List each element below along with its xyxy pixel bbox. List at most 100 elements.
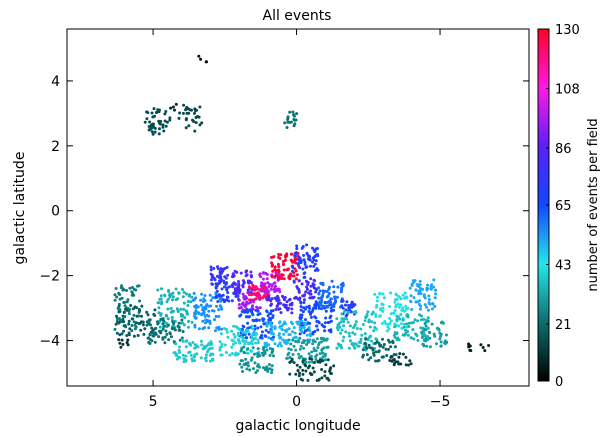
field-28-point	[298, 347, 302, 351]
field-12-point	[234, 295, 238, 298]
field-9-point	[202, 345, 206, 349]
field-10-point	[207, 326, 211, 330]
field-7-point	[156, 301, 160, 305]
field-30-point	[343, 310, 347, 313]
field-9-point	[174, 353, 178, 357]
field-11-point	[219, 278, 223, 281]
field-34-point	[429, 287, 433, 291]
colorbar-tick-label: 108	[555, 83, 580, 98]
field-10-point	[206, 320, 210, 323]
field-11-point	[218, 271, 222, 275]
field-7-point	[182, 301, 186, 305]
field-10-point	[217, 308, 221, 312]
field-27-point	[244, 361, 248, 365]
field-7-point	[181, 295, 185, 299]
field-7-point	[165, 300, 169, 304]
field-38-point	[479, 343, 483, 347]
field-32-point	[400, 322, 403, 326]
field-26-point	[230, 352, 234, 355]
field-7-point	[187, 294, 191, 298]
field-13-point	[249, 270, 253, 274]
field-8-point	[167, 338, 171, 342]
field-27-point	[246, 347, 250, 351]
field-7-point	[175, 307, 179, 311]
field-0-point	[157, 119, 161, 123]
field-36-point	[389, 355, 393, 359]
field-35-point	[439, 340, 443, 344]
field-9-point	[180, 338, 184, 342]
field-26-point	[222, 327, 226, 330]
field-22-point	[298, 332, 302, 336]
field-32-point	[403, 291, 407, 295]
field-26-point	[230, 345, 234, 349]
field-6-point	[153, 308, 157, 312]
field-26-point	[248, 342, 251, 345]
field-31-point	[375, 340, 379, 344]
field-4-point	[294, 118, 298, 122]
field-30-point	[370, 339, 373, 343]
field-27-point	[254, 371, 258, 375]
field-4-point	[288, 120, 292, 124]
field-31-point	[369, 356, 373, 360]
field-17-point	[271, 269, 275, 273]
field-6-point	[145, 310, 149, 314]
field-25-point	[273, 326, 277, 330]
field-9-point	[178, 351, 181, 354]
field-26-point	[250, 342, 254, 346]
field-21-point	[260, 330, 264, 334]
field-30-point	[346, 310, 350, 314]
field-19-point	[302, 253, 306, 257]
field-27-point	[270, 371, 274, 375]
field-19-point	[303, 262, 307, 266]
field-19-point	[299, 261, 303, 264]
field-29-point	[296, 368, 300, 372]
field-17-point	[277, 270, 281, 274]
field-30-point	[356, 344, 360, 348]
field-25-point	[267, 336, 271, 340]
field-35-point	[423, 322, 427, 325]
field-34-point	[428, 302, 432, 306]
field-32-point	[387, 322, 391, 326]
field-17-point	[276, 262, 280, 266]
field-27-point	[249, 358, 253, 362]
field-32-point	[380, 302, 384, 306]
field-6-point	[138, 321, 142, 325]
field-9-point	[185, 339, 189, 343]
field-25-point	[263, 341, 267, 345]
field-36-point	[408, 359, 412, 363]
field-22-point	[323, 325, 327, 329]
field-22-point	[299, 308, 303, 312]
field-16-point	[261, 277, 265, 281]
field-8-point	[163, 335, 167, 339]
field-13-point	[231, 272, 235, 276]
field-8-point	[177, 325, 181, 329]
colorbar-tick-label: 43	[555, 259, 572, 274]
field-21-point	[265, 310, 269, 314]
field-22-point	[327, 329, 331, 332]
field-35-point	[439, 344, 443, 348]
field-22-point	[299, 305, 303, 309]
field-37-point	[126, 343, 130, 347]
field-26-point	[230, 329, 234, 333]
field-30-point	[368, 325, 372, 329]
field-31-point	[367, 343, 371, 347]
field-8-point	[152, 334, 156, 338]
field-6-point	[140, 314, 143, 318]
field-16-point	[260, 281, 264, 285]
field-16-point	[278, 273, 282, 277]
field-20-point	[303, 298, 306, 302]
field-19-point	[298, 266, 302, 270]
field-23-point	[320, 306, 324, 310]
field-6-point	[114, 322, 118, 326]
field-18-point	[290, 307, 294, 311]
field-7-point	[176, 310, 180, 313]
field-29-point	[295, 363, 299, 367]
field-10-point	[200, 313, 204, 317]
field-7-point	[186, 325, 190, 329]
field-0-point	[152, 107, 156, 111]
field-5-point	[132, 313, 136, 317]
field-0-point	[162, 129, 166, 133]
field-27-point	[238, 362, 242, 366]
field-10-point	[205, 303, 209, 307]
field-17-point	[294, 277, 298, 281]
